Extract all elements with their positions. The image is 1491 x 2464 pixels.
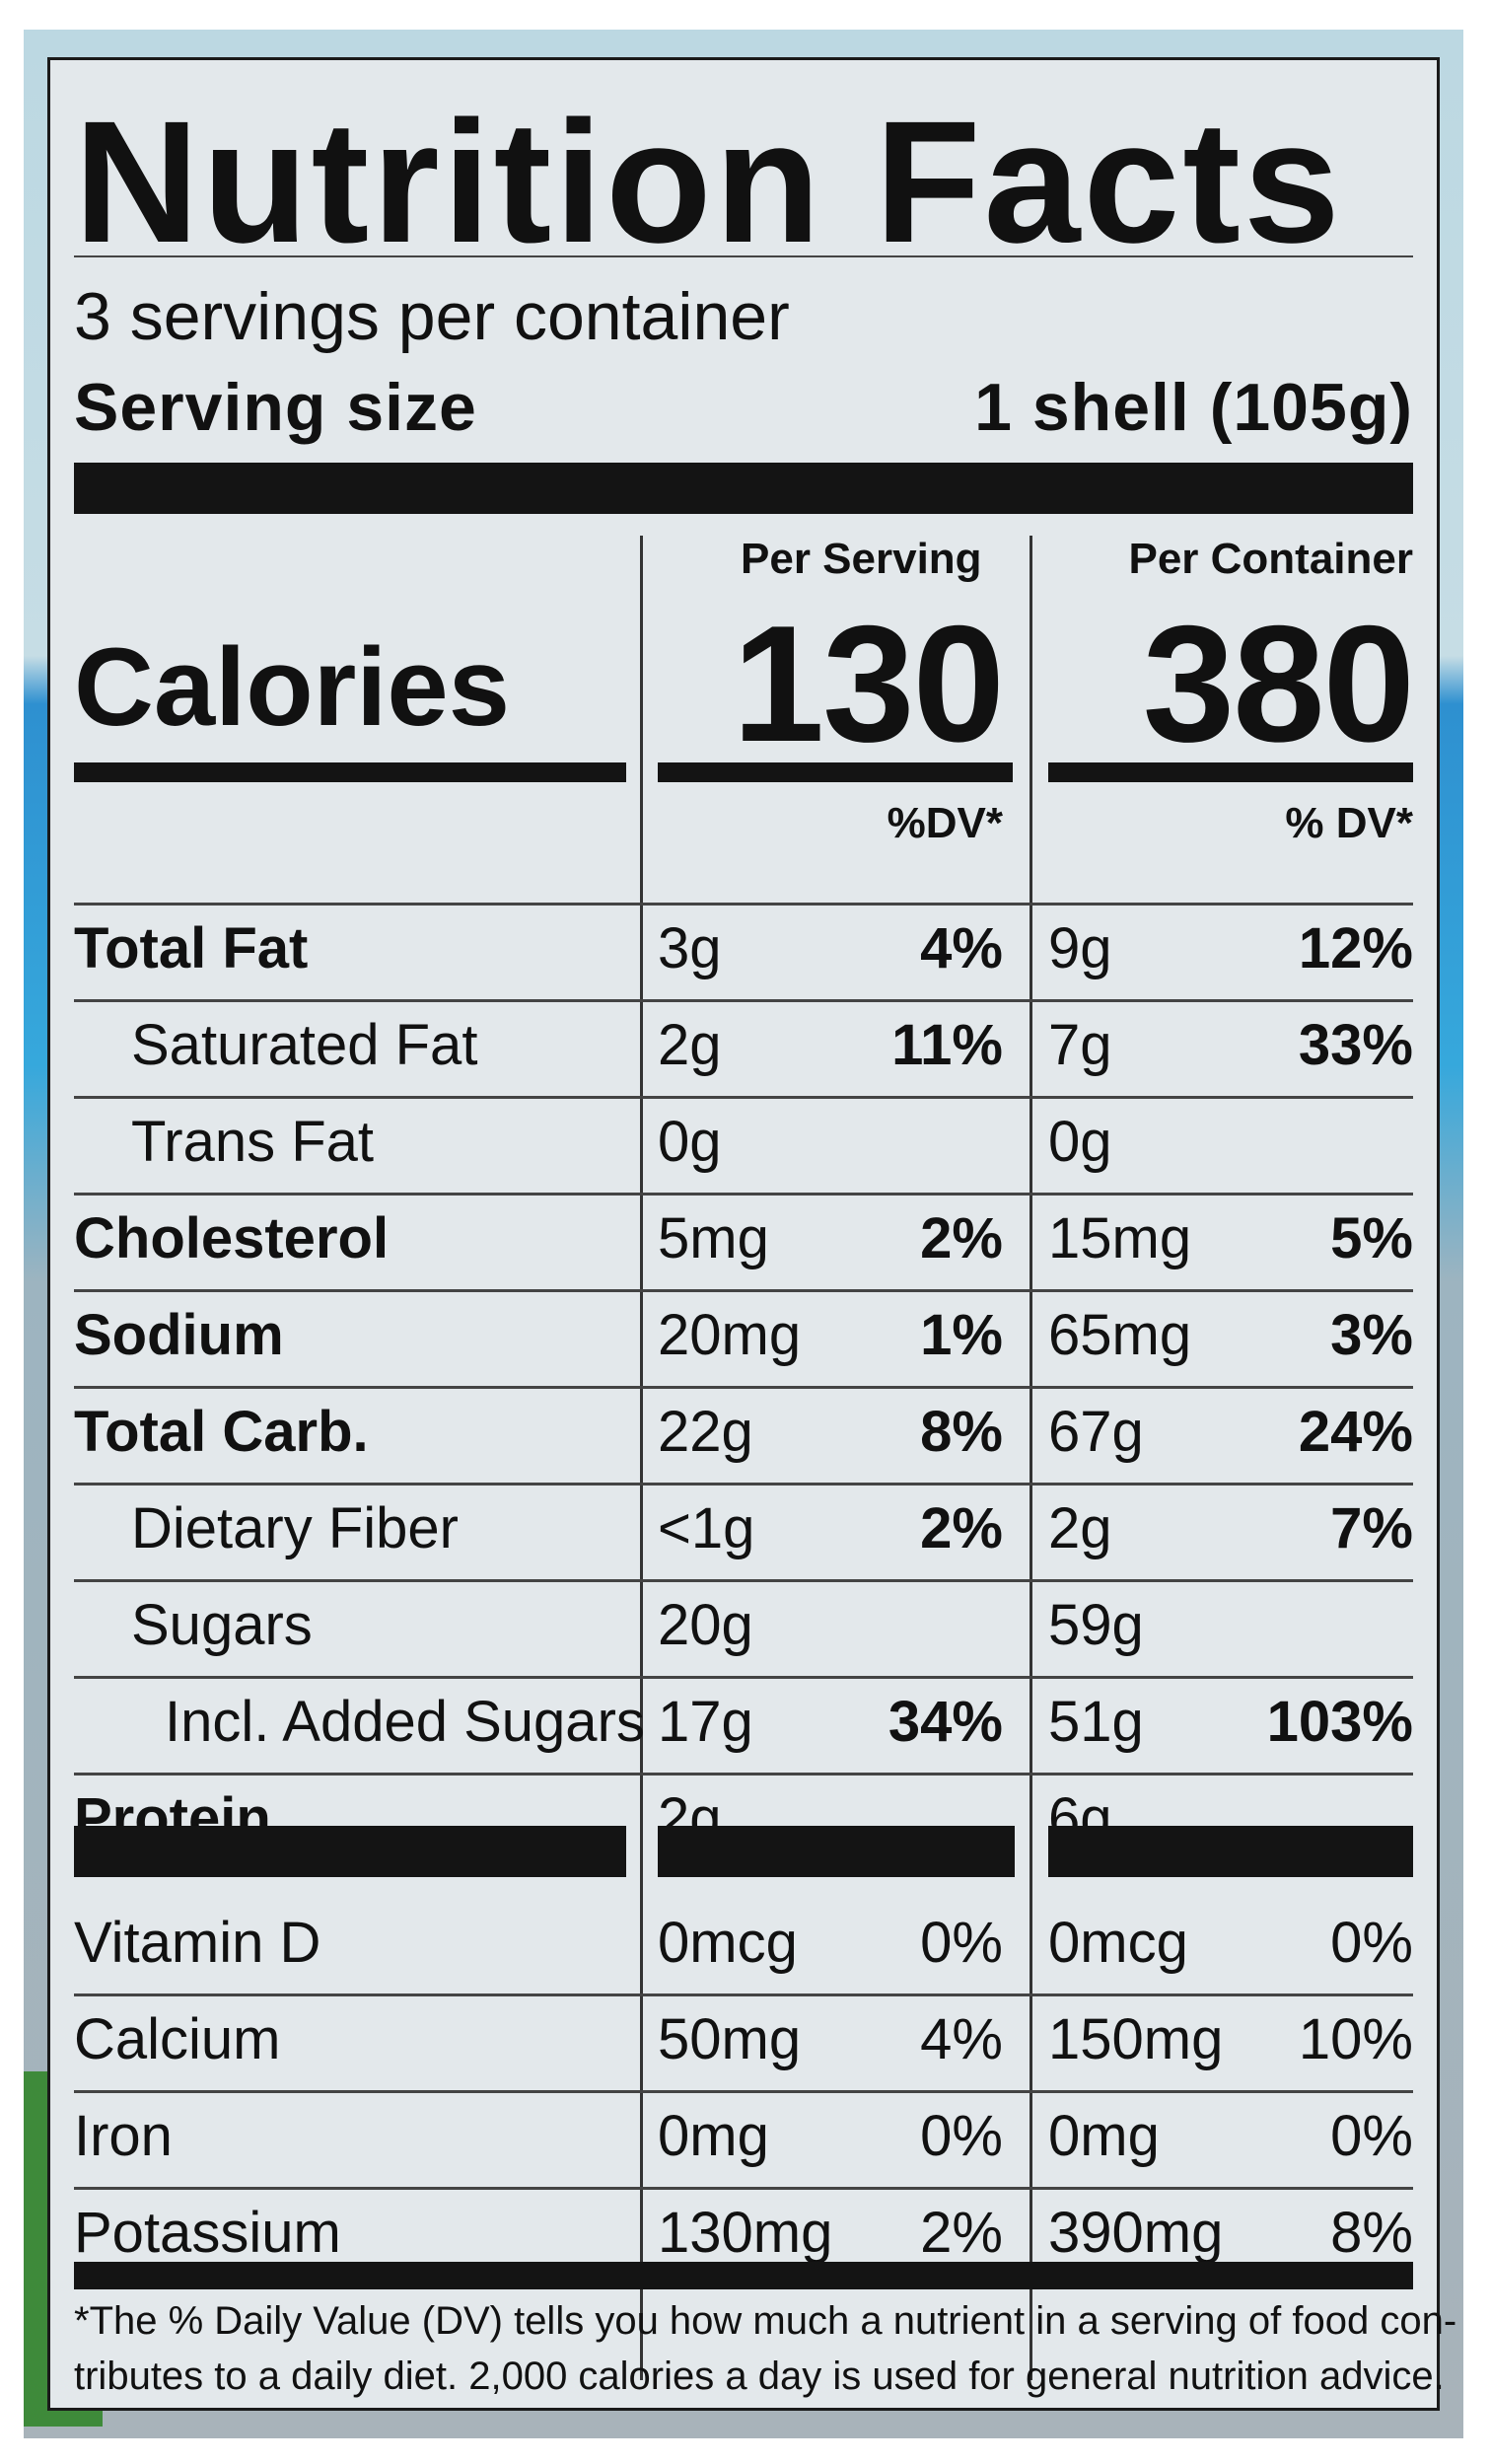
nutrients-row-divider	[74, 1676, 1413, 1679]
vitamins-row-divider	[74, 2090, 1413, 2093]
vitamins-label: Calcium	[74, 2007, 281, 2071]
vitamins-label: Vitamin D	[74, 1911, 321, 1975]
vitamins-bar-container	[1048, 1826, 1413, 1877]
nutrients-container-dv: 12%	[1298, 916, 1413, 980]
nutrients-label: Saturated Fat	[131, 1013, 478, 1077]
vitamins-serving-amount: 0mcg	[658, 1911, 798, 1975]
nutrients-container-amount: 67g	[1048, 1400, 1144, 1464]
nutrients-serving-amount: 3g	[658, 916, 722, 980]
nutrients-serving-dv: 11%	[891, 1013, 1003, 1077]
nutrients-label: Trans Fat	[131, 1110, 375, 1174]
vitamins-serving-dv: 4%	[920, 2007, 1003, 2071]
nutrients-row-divider	[74, 1096, 1413, 1099]
vitamins-row-divider	[74, 1993, 1413, 1996]
footnote-line-2: tributes to a daily diet. 2,000 calories…	[74, 2355, 1445, 2398]
vitamins-serving-dv: 2%	[920, 2201, 1003, 2265]
vitamins-label: Potassium	[74, 2201, 341, 2265]
nutrients-serving-amount: 5mg	[658, 1206, 769, 1270]
nutrients-serving-amount: 0g	[658, 1110, 722, 1174]
nutrients-row-divider	[74, 999, 1413, 1002]
serving-size-value: 1 shell (105g)	[974, 370, 1413, 445]
vitamins-container-amount: 0mg	[1048, 2104, 1160, 2168]
panel-title: Nutrition Facts	[74, 86, 1343, 279]
vitamins-container-dv: 0%	[1330, 2104, 1413, 2168]
calories-bar-container	[1048, 762, 1413, 782]
nutrients-container-amount: 59g	[1048, 1593, 1144, 1657]
nutrients-label: Sodium	[74, 1303, 284, 1367]
vitamins-container-dv: 8%	[1330, 2201, 1413, 2265]
nutrients-serving-dv: 1%	[920, 1303, 1003, 1367]
nutrients-serving-dv: 4%	[920, 916, 1003, 980]
nutrition-facts-panel: Nutrition Facts 3 servings per container…	[47, 57, 1456, 2411]
calories-bar-serving	[658, 762, 1013, 782]
nutrients-serving-amount: 20mg	[658, 1303, 802, 1367]
nutrients-container-dv: 5%	[1330, 1206, 1413, 1270]
nutrients-serving-dv: 2%	[920, 1496, 1003, 1560]
dv-header-container: % DV*	[1285, 799, 1413, 847]
nutrients-serving-dv: 8%	[920, 1400, 1003, 1464]
nutrients-row-divider	[74, 903, 1413, 906]
calories-bar-label	[74, 762, 626, 782]
nutrients-container-amount: 7g	[1048, 1013, 1112, 1077]
vitamins-serving-dv: 0%	[920, 2104, 1003, 2168]
nutrients-serving-amount: 17g	[658, 1690, 753, 1754]
vitamins-row-divider	[74, 2187, 1413, 2190]
vitamins-serving-amount: 130mg	[658, 2201, 833, 2265]
servings-per-container: 3 servings per container	[74, 279, 790, 354]
column-separator-2	[1030, 536, 1032, 2380]
nutrients-serving-amount: <1g	[658, 1496, 755, 1560]
nutrients-container-amount: 9g	[1048, 916, 1112, 980]
nutrients-container-dv: 3%	[1330, 1303, 1413, 1367]
nutrients-row-divider	[74, 1289, 1413, 1292]
nutrients-container-dv: 7%	[1330, 1496, 1413, 1560]
nutrients-row-divider	[74, 1386, 1413, 1389]
nutrients-label: Sugars	[131, 1593, 313, 1657]
nutrients-serving-dv: 2%	[920, 1206, 1003, 1270]
vitamins-container-amount: 390mg	[1048, 2201, 1224, 2265]
nutrients-container-amount: 51g	[1048, 1690, 1144, 1754]
vitamins-container-amount: 0mcg	[1048, 1911, 1188, 1975]
nutrients-row-divider	[74, 1773, 1413, 1776]
nutrients-label: Incl. Added Sugars	[165, 1690, 645, 1754]
footnote-line-1: *The % Daily Value (DV) tells you how mu…	[74, 2299, 1457, 2343]
nutrients-row-divider	[74, 1483, 1413, 1486]
nutrients-row-divider	[74, 1579, 1413, 1582]
dv-header-serving: %DV*	[887, 799, 1003, 847]
nutrients-container-amount: 65mg	[1048, 1303, 1192, 1367]
nutrients-container-dv: 24%	[1298, 1400, 1413, 1464]
vitamins-serving-dv: 0%	[920, 1911, 1003, 1975]
vitamins-serving-amount: 50mg	[658, 2007, 802, 2071]
nutrients-serving-amount: 20g	[658, 1593, 753, 1657]
footnote-divider	[74, 2262, 1413, 2289]
thick-divider	[74, 463, 1413, 514]
vitamins-container-dv: 10%	[1298, 2007, 1413, 2071]
nutrients-label: Cholesterol	[74, 1206, 390, 1270]
nutrients-label: Total Carb.	[74, 1400, 369, 1464]
nutrients-serving-amount: 22g	[658, 1400, 753, 1464]
nutrients-container-dv: 33%	[1298, 1013, 1413, 1077]
nutrients-row-divider	[74, 1193, 1413, 1196]
calories-per-container: 380	[1142, 591, 1415, 776]
nutrients-serving-dv: 34%	[888, 1690, 1003, 1754]
vitamins-serving-amount: 0mg	[658, 2104, 769, 2168]
vitamins-label: Iron	[74, 2104, 173, 2168]
nutrients-container-amount: 2g	[1048, 1496, 1112, 1560]
nutrients-label: Total Fat	[74, 916, 309, 980]
vitamins-container-amount: 150mg	[1048, 2007, 1224, 2071]
vitamins-container-dv: 0%	[1330, 1911, 1413, 1975]
nutrients-container-amount: 15mg	[1048, 1206, 1192, 1270]
vitamins-bar-serving	[658, 1826, 1015, 1877]
nutrients-container-amount: 0g	[1048, 1110, 1112, 1174]
serving-size-label: Serving size	[74, 370, 477, 445]
column-separator-1	[640, 536, 643, 2380]
nutrients-serving-amount: 2g	[658, 1013, 722, 1077]
per-container-header: Per Container	[1128, 535, 1413, 583]
title-divider	[74, 255, 1413, 257]
calories-label: Calories	[74, 625, 510, 749]
per-serving-header: Per Serving	[741, 535, 982, 583]
calories-per-serving: 130	[732, 591, 1005, 776]
nutrients-label: Dietary Fiber	[131, 1496, 459, 1560]
vitamins-bar-label	[74, 1826, 626, 1877]
nutrients-container-dv: 103%	[1266, 1690, 1413, 1754]
